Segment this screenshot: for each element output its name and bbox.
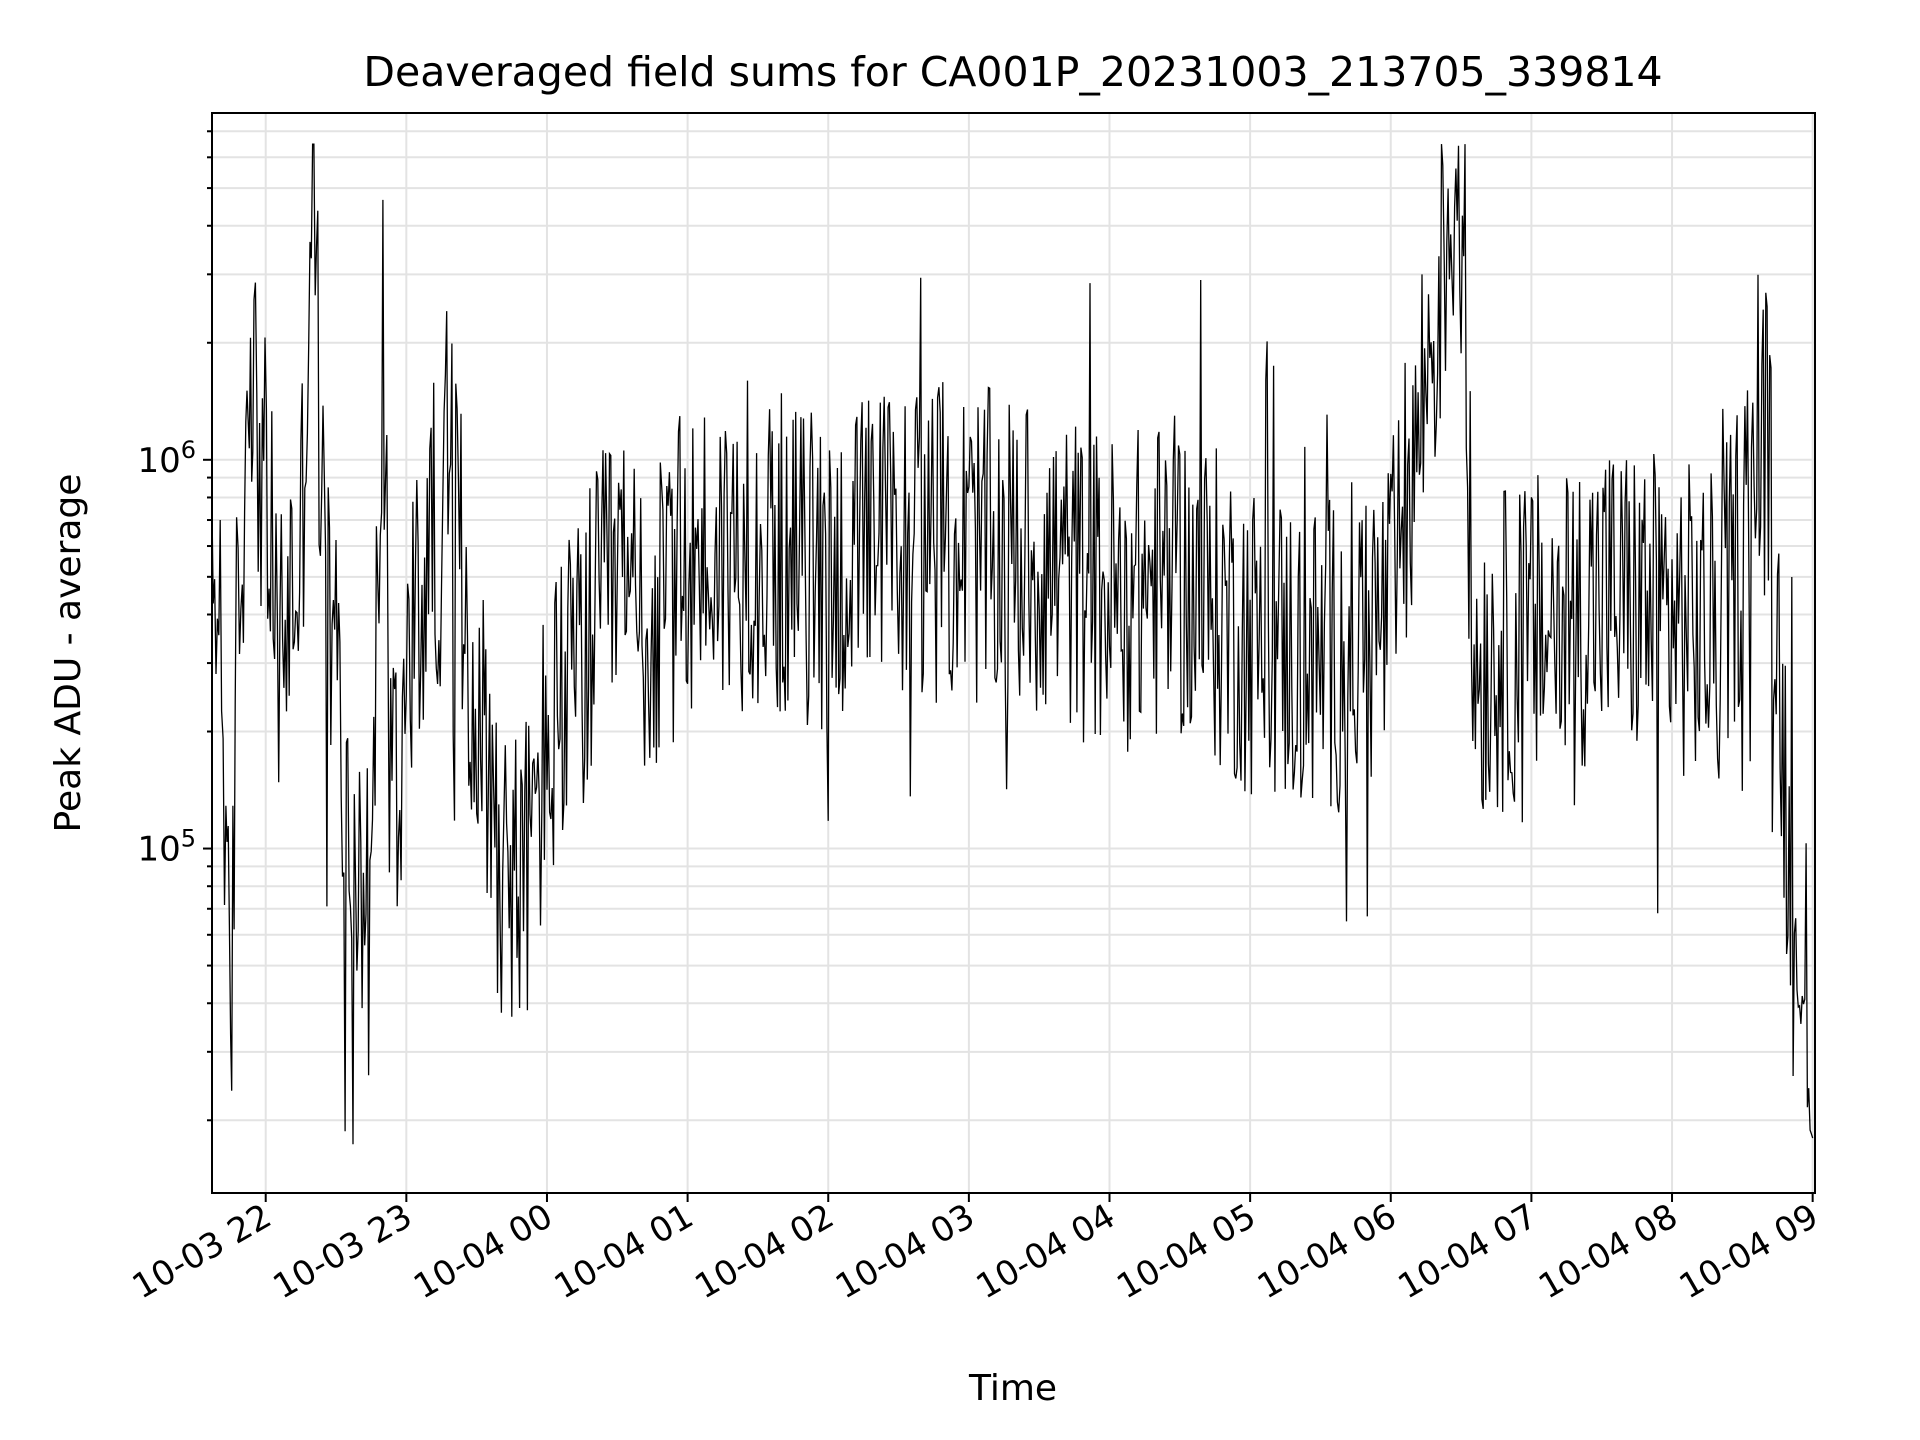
y-tick-exponent: 6 xyxy=(181,436,196,464)
y-tick-exponent: 5 xyxy=(181,825,196,853)
series-line xyxy=(211,143,1814,1145)
y-axis-label: Peak ADU - average xyxy=(48,474,89,833)
chart-title: Deaveraged field sums for CA001P_2023100… xyxy=(363,48,1662,96)
y-tick-base: 10 xyxy=(137,441,180,481)
plot-frame xyxy=(211,112,1816,1194)
y-tick-label: 106 xyxy=(137,436,196,481)
y-tick-label: 105 xyxy=(137,825,196,870)
x-axis-label: Time xyxy=(968,1368,1057,1409)
y-tick-base: 10 xyxy=(137,830,180,870)
grid xyxy=(212,113,1815,1193)
data-series xyxy=(211,143,1814,1145)
